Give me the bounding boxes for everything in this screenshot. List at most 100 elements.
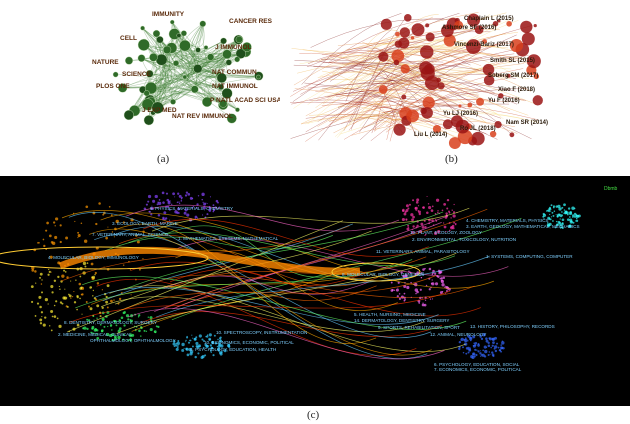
network-node	[241, 42, 252, 52]
reference-label: Yu LJ (2016)	[443, 111, 478, 117]
cited-discipline-label: 8. MOLECULAR, BIOLOGY, GENETICS	[342, 272, 424, 277]
network-node	[483, 75, 495, 86]
network-node	[411, 23, 425, 37]
network-node	[492, 20, 499, 27]
cited-discipline-label: 10. PLANT, ECOLOGY, ZOOLOGY	[410, 230, 482, 235]
reference-label: Ro JL (2018)	[460, 126, 496, 132]
network-node	[437, 82, 445, 90]
network-node	[454, 20, 464, 30]
network-node	[526, 54, 541, 69]
network-node	[420, 107, 427, 115]
network-node	[441, 24, 454, 38]
network-node	[117, 83, 128, 93]
reference-label: Chaplain L (2015)	[464, 16, 514, 22]
citing-discipline-label: 10. ECONOMICS, ECONOMIC, POLITICAL	[204, 340, 294, 345]
network-node	[221, 87, 233, 99]
network-node	[193, 64, 203, 74]
network-node	[420, 66, 435, 81]
network-node	[234, 56, 241, 63]
network-node	[498, 93, 504, 99]
network-node	[465, 39, 481, 55]
network-node	[401, 94, 407, 100]
network-node	[432, 124, 442, 134]
network-node	[533, 24, 537, 28]
network-node	[443, 34, 456, 47]
network-node	[219, 99, 228, 108]
network-node	[220, 37, 227, 45]
network-node	[420, 45, 434, 59]
network-node	[124, 56, 134, 65]
network-node	[422, 96, 435, 109]
network-node	[393, 59, 400, 66]
cited-discipline-label: 5. HEALTH, NURSING, MEDICINE	[354, 312, 426, 317]
reference-label: Ashmore SF (2016)	[442, 25, 496, 31]
cited-discipline-label: 11. VETERINARY, ANIMAL, PARASITOLOGY	[376, 249, 470, 254]
network-node	[380, 18, 392, 30]
reference-label: Smith SL (2015)	[490, 58, 535, 64]
network-node	[190, 85, 199, 94]
network-node	[476, 97, 485, 106]
network-node	[182, 74, 188, 80]
journal-label: NATURE	[92, 59, 119, 66]
journal-label: J IMMUNOL	[215, 44, 252, 51]
reference-label: Soberg SM (2017)	[488, 73, 538, 79]
panel-b-network: Chaplain L (2015) Ashmore SF (2016) Vincen…	[280, 2, 602, 152]
network-node	[482, 39, 488, 44]
caption-b: (b)	[445, 153, 458, 165]
cited-discipline-label: 4. CHEMISTRY, MATERIALS, PHYSICS	[466, 218, 548, 223]
journal-label: SCIENCE	[122, 71, 152, 78]
network-node	[442, 119, 453, 130]
panel-a-network: IMMUNITY CANCER RES J IMMUNOL NAT COMMUN NAT…	[62, 4, 322, 152]
network-node	[406, 109, 419, 123]
network-node	[467, 13, 481, 27]
cited-discipline-label: 3. EARTH, GEOLOGY, MATHEMATICAL, MECHANI…	[466, 224, 580, 229]
journal-label: IMMUNITY	[152, 11, 185, 18]
network-node	[482, 63, 495, 76]
network-node	[391, 49, 405, 63]
network-node	[506, 20, 512, 27]
network-node	[448, 137, 461, 149]
network-node	[235, 48, 246, 59]
network-node	[216, 72, 227, 84]
citing-discipline-label: 6. PSYCHOLOGY, EDUCATION, HEALTH	[190, 347, 276, 352]
network-node	[112, 71, 119, 78]
network-node	[395, 31, 400, 37]
network-node	[140, 25, 145, 31]
citing-discipline-label: OPHTHALMOLOGY, OPHTHALMOLOGY	[90, 338, 176, 343]
reference-label: Nam SR (2014)	[506, 120, 548, 126]
panel-c-dual-map: 5. PHYSICS, MATERIALS, CHEMISTRY 3. ECOLO…	[0, 176, 630, 406]
citing-discipline-label: 8. DENTISTRY, DERMATOLOGY, SURGERY	[64, 320, 157, 325]
network-node	[506, 73, 511, 78]
cited-discipline-label: 13. HISTORY, PHILOSOPHY, RECORDS	[470, 324, 555, 329]
network-node	[471, 131, 485, 146]
reference-label: Yu F (2016)	[488, 98, 520, 104]
network-node	[474, 25, 484, 34]
network-node	[509, 38, 524, 53]
network-node	[378, 51, 389, 62]
cited-discipline-label: 1. SYSTEMS, COMPUTING, COMPUTER	[486, 254, 573, 259]
network-node	[155, 53, 168, 66]
journal-label: PLOS ONE	[96, 83, 130, 90]
network-node	[137, 54, 146, 63]
network-node	[393, 123, 406, 136]
network-node	[143, 90, 150, 97]
network-node	[151, 101, 164, 114]
network-node	[458, 104, 462, 108]
network-node	[521, 32, 535, 46]
network-node	[425, 32, 435, 42]
citing-discipline-label: 2. MEDICINE, MEDICAL, CLINICAL	[58, 332, 132, 337]
journal-label: CANCER RES	[229, 18, 273, 25]
network-node	[400, 64, 410, 74]
journal-label: NAT REV IMMUNOL	[172, 113, 233, 120]
network-node	[207, 53, 215, 61]
reference-label: Liu L (2014)	[414, 132, 447, 138]
citing-discipline-label: 7. VETERINARY, ANIMAL, SCIENCE	[92, 232, 168, 237]
journal-label: J EXP MED	[142, 107, 177, 114]
network-node	[123, 109, 134, 121]
network-node	[533, 73, 540, 80]
network-node	[145, 69, 154, 78]
network-node	[222, 49, 232, 60]
network-node	[149, 53, 158, 62]
network-node	[532, 95, 543, 106]
journal-label: P NATL ACAD SCI USA	[210, 97, 282, 104]
